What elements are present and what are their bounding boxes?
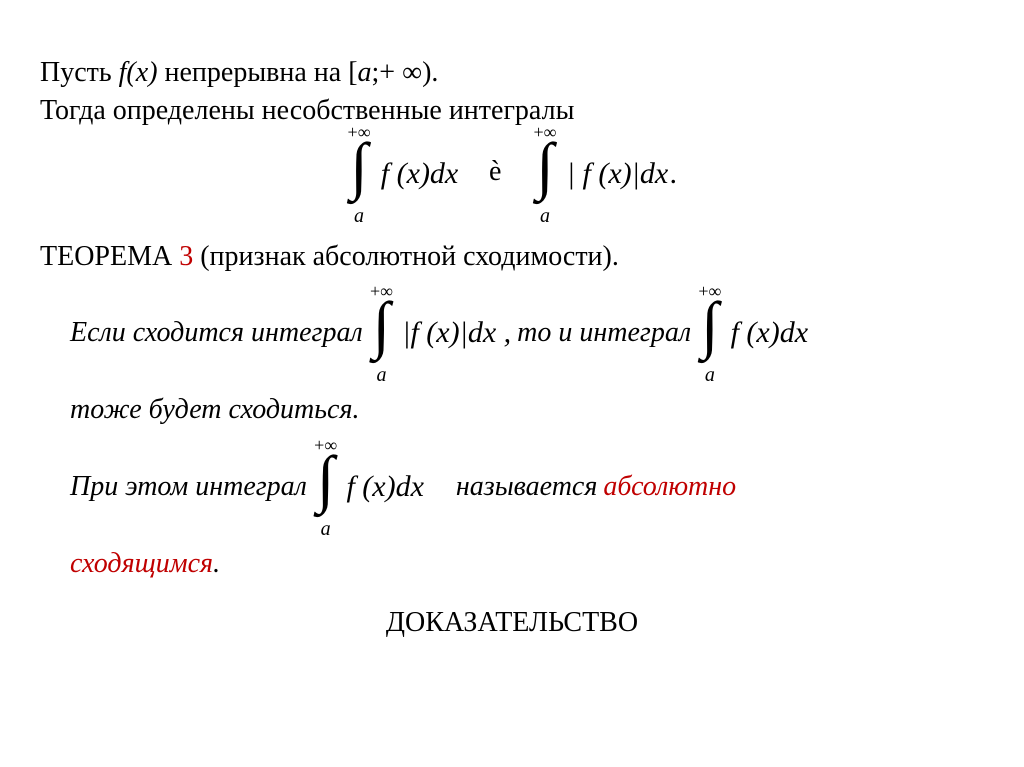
- integral-sign-icon: ∫: [536, 134, 554, 198]
- limit-lower: a: [354, 205, 364, 228]
- integrand-abs: |f (x)|dx ,: [402, 316, 511, 350]
- integral-plain: +∞ ∫ a: [317, 447, 335, 527]
- integrand-plain: f (x)dx: [381, 157, 458, 191]
- intro-line-2: Тогда определены несобственные интегралы: [40, 92, 984, 130]
- period: .: [670, 157, 678, 191]
- theorem-statement-4: сходящимся.: [40, 545, 984, 583]
- theorem-number: 3: [179, 241, 193, 272]
- integral-sign-icon: ∫: [350, 134, 368, 198]
- theorem-label: ТЕОРЕМА: [40, 241, 179, 272]
- interval-a: a: [358, 57, 372, 88]
- integral-plain: +∞ ∫ a: [701, 293, 719, 373]
- highlight-converging: сходящимся: [70, 548, 213, 579]
- integral-sign-icon: ∫: [701, 293, 719, 357]
- integral-plain: +∞ ∫ a: [350, 134, 368, 214]
- integrand-plain: f (x)dx: [731, 316, 808, 350]
- theorem-statement-2: тоже будет сходиться.: [40, 391, 984, 429]
- period: .: [213, 548, 220, 579]
- theorem-statement-1: Если сходится интеграл +∞ ∫ a |f (x)|dx …: [40, 293, 984, 373]
- integral-sign-icon: ∫: [317, 447, 335, 511]
- integral-abs: +∞ ∫ a: [536, 134, 554, 214]
- theorem-statement-3: При этом интеграл +∞ ∫ a f (x)dx называе…: [40, 447, 984, 527]
- text: Если сходится интеграл: [70, 317, 363, 349]
- text: то и интеграл: [517, 317, 691, 349]
- limit-lower: a: [376, 364, 386, 387]
- text: При этом интеграл: [70, 471, 307, 503]
- integrand-abs: | f (x)|dx: [567, 157, 668, 191]
- theorem-heading: ТЕОРЕМА 3 (признак абсолютной сходимости…: [40, 238, 984, 276]
- slide-content: Пусть f(x) непрерывна на [a;+ ∞). Тогда …: [0, 0, 1024, 639]
- fx: f(x): [119, 57, 158, 88]
- text: называется: [456, 471, 597, 503]
- text: Пусть: [40, 57, 119, 88]
- integral-abs: +∞ ∫ a: [373, 293, 391, 373]
- limit-lower: a: [540, 205, 550, 228]
- highlight-absolutely: абсолютно: [603, 471, 736, 503]
- intro-line-1: Пусть f(x) непрерывна на [a;+ ∞).: [40, 54, 984, 92]
- text: непрерывна на [: [158, 57, 358, 88]
- limit-lower: a: [705, 364, 715, 387]
- theorem-title: (признак абсолютной сходимости).: [193, 241, 619, 272]
- integrand-plain: f (x)dx: [346, 470, 423, 504]
- limit-lower: a: [321, 518, 331, 541]
- separator-and: è: [465, 156, 525, 188]
- formula-pair: +∞ ∫ a f (x)dx è +∞ ∫ a | f (x)|dx.: [40, 134, 984, 214]
- text: ;+ ∞).: [372, 57, 439, 88]
- proof-heading: ДОКАЗАТЕЛЬСТВО: [40, 607, 984, 639]
- integral-sign-icon: ∫: [373, 293, 391, 357]
